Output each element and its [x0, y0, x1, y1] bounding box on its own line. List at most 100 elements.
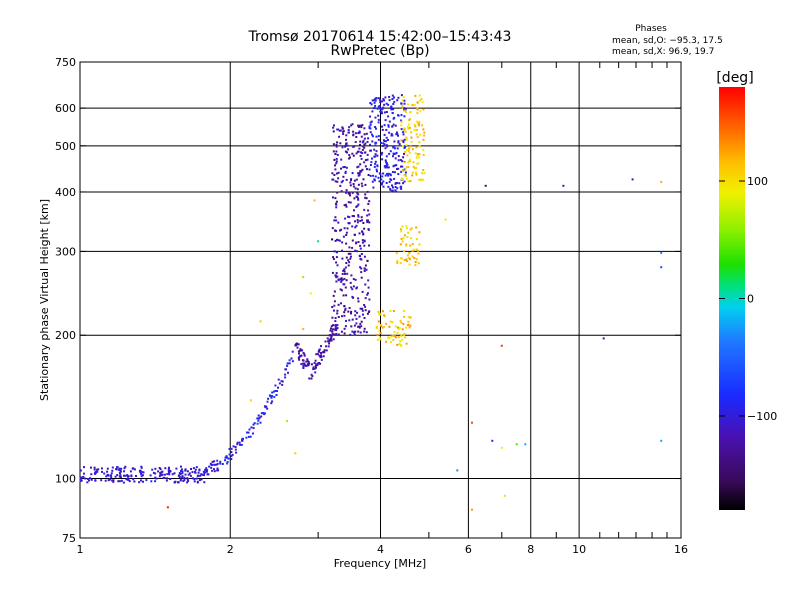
data-point: [371, 180, 374, 183]
data-point: [350, 255, 352, 258]
data-point: [325, 345, 328, 348]
data-point: [118, 475, 121, 478]
data-point: [406, 154, 409, 157]
data-point: [351, 152, 354, 155]
data-point: [200, 473, 203, 476]
data-point: [340, 190, 343, 193]
data-point: [353, 324, 356, 327]
data-point: [90, 473, 93, 476]
data-point: [368, 125, 371, 128]
data-point: [409, 180, 412, 183]
data-point: [382, 142, 385, 145]
data-point: [379, 107, 382, 110]
data-point: [333, 290, 336, 293]
data-point: [361, 152, 364, 155]
data-point: [303, 354, 306, 357]
data-point: [408, 152, 411, 154]
data-point: [224, 459, 226, 462]
data-point: [418, 243, 421, 246]
data-point: [331, 227, 334, 230]
data-point: [111, 466, 114, 469]
data-point: [323, 349, 326, 352]
data-point: [332, 126, 335, 129]
data-point: [281, 383, 284, 386]
data-point: [344, 272, 346, 275]
data-point: [402, 182, 404, 185]
data-point: [401, 165, 404, 168]
data-point: [280, 380, 283, 383]
data-point: [259, 421, 262, 424]
data-point: [118, 467, 121, 470]
data-point: [409, 244, 412, 247]
data-point: [391, 321, 394, 324]
data-point: [299, 349, 301, 352]
data-point: [391, 98, 394, 100]
data-point: [344, 266, 347, 269]
data-point: [350, 312, 352, 315]
data-point: [660, 180, 663, 183]
x-tick-label: 8: [527, 543, 534, 556]
data-point: [401, 99, 404, 102]
data-point: [334, 197, 337, 200]
data-point: [346, 151, 348, 154]
data-point: [103, 472, 106, 475]
data-point: [363, 317, 366, 319]
data-point: [409, 316, 412, 319]
data-point: [356, 311, 358, 314]
data-point: [356, 166, 359, 169]
data-point: [368, 168, 371, 171]
data-point: [385, 322, 388, 325]
data-point: [359, 154, 362, 157]
data-point: [418, 153, 421, 156]
data-point: [344, 150, 347, 153]
data-point: [361, 219, 363, 222]
data-point: [174, 480, 177, 483]
data-point: [351, 123, 354, 126]
data-point: [385, 182, 388, 184]
data-point: [339, 129, 342, 132]
data-point: [415, 171, 417, 174]
data-point: [398, 343, 401, 345]
data-point: [335, 261, 338, 264]
data-point: [397, 134, 399, 137]
data-point: [345, 191, 347, 194]
data-point: [395, 151, 398, 154]
data-point: [252, 432, 254, 435]
data-point: [150, 480, 153, 483]
data-point: [182, 480, 185, 482]
data-point: [364, 297, 367, 300]
data-point: [347, 264, 350, 267]
data-point: [330, 327, 332, 330]
data-point: [418, 145, 421, 148]
data-point: [414, 166, 417, 169]
data-point: [181, 470, 184, 473]
data-point: [336, 324, 339, 327]
data-point: [349, 257, 352, 260]
data-point: [361, 230, 364, 233]
data-point: [301, 349, 304, 352]
data-point: [400, 124, 403, 127]
data-point: [329, 339, 332, 342]
data-point: [402, 131, 405, 134]
data-point: [413, 103, 416, 106]
data-point: [351, 191, 354, 194]
data-point: [330, 325, 333, 328]
data-point: [359, 331, 362, 334]
data-point: [80, 479, 83, 482]
x-tick-label: 4: [377, 543, 384, 556]
data-point: [407, 127, 410, 130]
data-point: [364, 183, 367, 186]
data-point: [265, 405, 268, 408]
data-point: [345, 234, 348, 236]
data-point: [376, 338, 379, 341]
x-tick-label: 16: [674, 543, 688, 556]
data-point: [408, 147, 411, 150]
data-point: [415, 226, 418, 229]
data-point: [357, 215, 360, 218]
chart-subtitle: RwPretec (Bp): [330, 43, 429, 59]
data-point: [404, 171, 407, 174]
data-point: [418, 120, 421, 123]
data-point: [390, 134, 393, 137]
data-point: [392, 117, 395, 120]
data-point: [365, 331, 368, 334]
